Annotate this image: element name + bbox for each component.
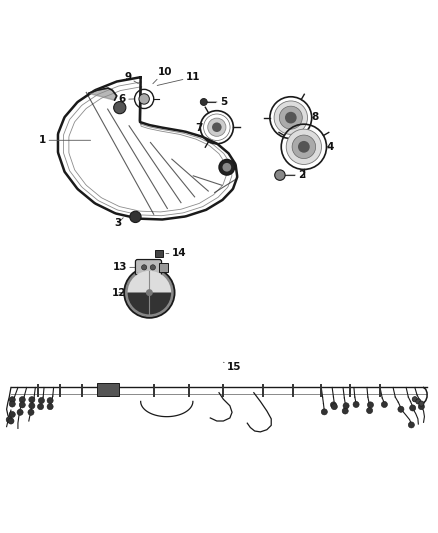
Circle shape [418,403,424,410]
Circle shape [212,123,222,132]
Circle shape [38,403,44,410]
Circle shape [279,106,302,129]
Circle shape [419,401,424,406]
Circle shape [47,398,53,403]
Circle shape [353,401,359,408]
Circle shape [342,408,348,414]
FancyBboxPatch shape [97,383,119,396]
Circle shape [219,159,235,175]
Text: 8: 8 [311,112,318,122]
Circle shape [330,402,336,408]
Circle shape [9,397,15,403]
Circle shape [47,403,53,410]
Circle shape [28,409,34,415]
Circle shape [130,211,141,223]
Circle shape [412,397,417,402]
Circle shape [298,141,310,152]
Text: 14: 14 [166,248,186,259]
Circle shape [8,418,14,424]
Circle shape [139,94,149,104]
Circle shape [292,135,316,159]
Circle shape [6,417,12,423]
Circle shape [9,411,15,417]
Text: 15: 15 [223,361,241,372]
Circle shape [285,112,297,124]
Text: 7: 7 [196,123,203,133]
Wedge shape [127,271,171,293]
Circle shape [367,408,373,414]
Text: 6: 6 [119,94,134,104]
Circle shape [286,129,321,165]
Circle shape [275,170,285,180]
Circle shape [114,102,126,114]
Circle shape [29,397,35,403]
Circle shape [408,422,414,428]
Circle shape [331,403,337,410]
Text: 10: 10 [153,67,172,84]
Text: 11: 11 [157,72,200,85]
Circle shape [124,268,175,318]
Circle shape [141,265,147,270]
Polygon shape [88,88,117,100]
Circle shape [367,402,374,408]
Text: 1: 1 [39,135,91,146]
Circle shape [416,399,421,404]
Circle shape [398,406,404,413]
Circle shape [19,402,25,408]
Circle shape [17,409,23,415]
FancyBboxPatch shape [155,249,163,257]
Text: 3: 3 [114,218,123,228]
Circle shape [200,99,207,106]
Text: 12: 12 [112,288,126,297]
Circle shape [39,398,45,403]
Text: 2: 2 [286,170,305,180]
Circle shape [29,403,35,409]
FancyBboxPatch shape [135,260,162,275]
Circle shape [9,401,15,407]
Circle shape [19,397,25,403]
Circle shape [150,265,155,270]
Circle shape [146,289,153,296]
Circle shape [410,405,416,411]
Circle shape [343,403,349,409]
Text: 13: 13 [113,262,138,272]
Circle shape [208,118,226,136]
Circle shape [321,409,327,415]
Circle shape [274,101,307,134]
Text: 4: 4 [326,142,334,152]
Circle shape [381,401,388,408]
Text: 5: 5 [207,97,227,107]
FancyBboxPatch shape [159,263,168,272]
Text: 9: 9 [124,72,138,84]
Circle shape [223,163,231,172]
Wedge shape [127,293,171,314]
